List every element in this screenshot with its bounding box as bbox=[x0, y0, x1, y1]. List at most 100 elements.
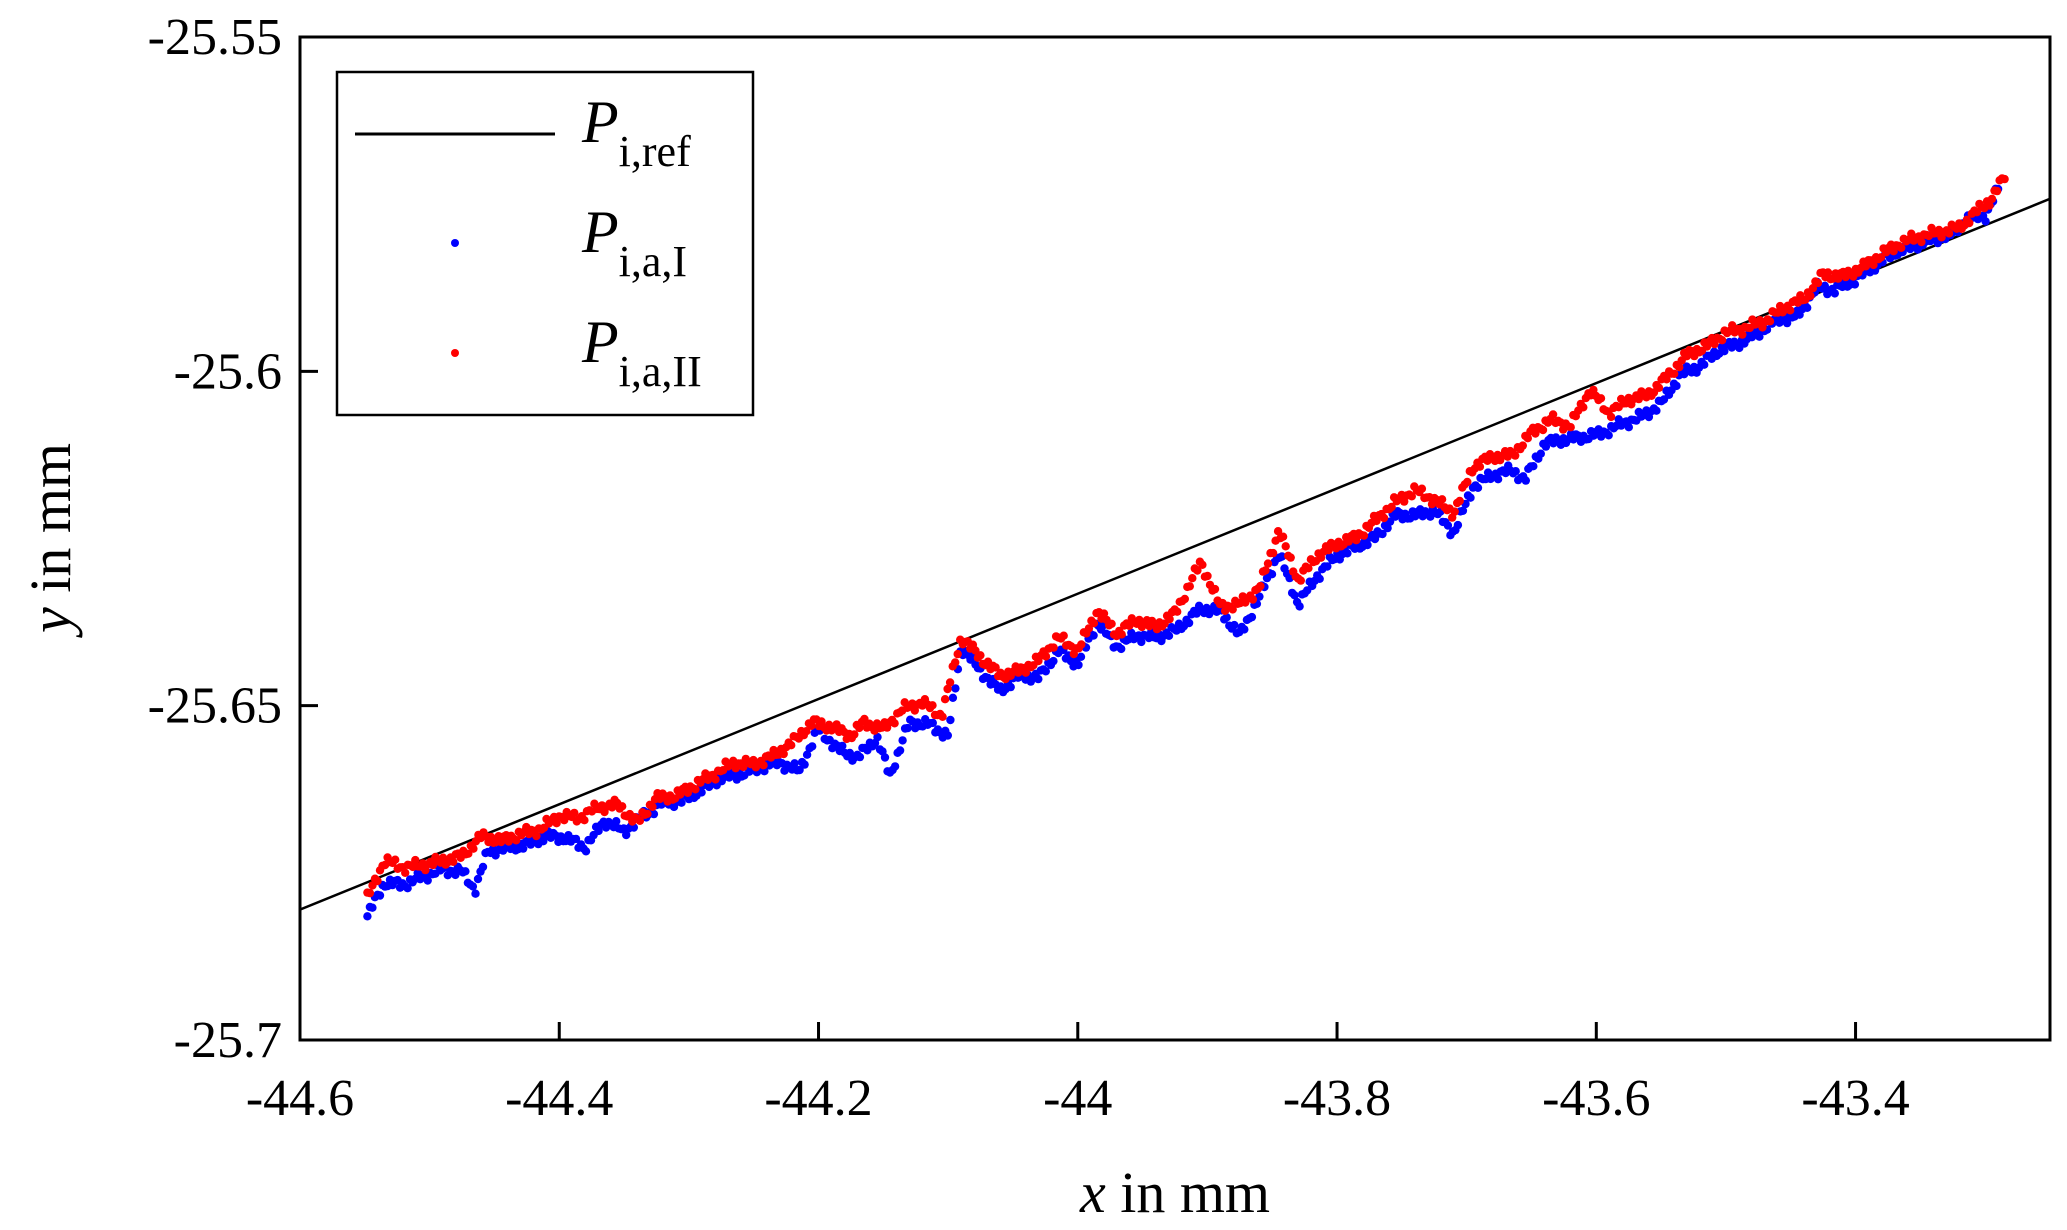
scatter-point-blue bbox=[403, 884, 412, 893]
scatter-point-red bbox=[890, 719, 899, 728]
scatter-point-blue bbox=[423, 876, 432, 885]
scatter-point-red bbox=[1304, 564, 1313, 573]
scatter-point-blue bbox=[795, 765, 804, 775]
scatter-point-blue bbox=[1255, 592, 1264, 601]
scatter-point-blue bbox=[1277, 552, 1287, 561]
scatter-point-red bbox=[711, 775, 720, 784]
scatter-point-red bbox=[1538, 425, 1548, 435]
y-tick-label: -25.6 bbox=[174, 343, 282, 400]
scatter-point-blue bbox=[461, 867, 470, 876]
scatter-point-red bbox=[1987, 194, 1997, 204]
scatter-point-red bbox=[1813, 278, 1823, 288]
legend-label-set2: Pi,a,II bbox=[581, 309, 702, 396]
scatter-point-blue bbox=[1290, 591, 1299, 600]
scatter-point-red bbox=[943, 684, 952, 694]
scatter-point-red bbox=[1738, 330, 1747, 339]
scatter-point-red bbox=[1523, 434, 1533, 443]
x-tick-label: -44.2 bbox=[764, 1070, 872, 1127]
scatter-point-red bbox=[532, 831, 541, 841]
scatter-point-blue bbox=[1383, 523, 1392, 533]
scatter-point-blue bbox=[1473, 483, 1483, 492]
scatter-point-red bbox=[580, 816, 589, 825]
scatter-point-red bbox=[373, 876, 382, 886]
scatter-point-red bbox=[1248, 595, 1258, 604]
scatter-point-blue bbox=[890, 762, 900, 771]
y-axis-title-unit: in mm bbox=[18, 443, 83, 607]
scatter-point-red bbox=[1180, 594, 1190, 604]
scatter-point-red bbox=[1606, 412, 1616, 422]
scatter-point-blue bbox=[1363, 540, 1372, 550]
scatter-point-red bbox=[1352, 536, 1361, 545]
scatter-point-blue bbox=[1240, 625, 1249, 634]
scatter-point-blue bbox=[1378, 529, 1387, 539]
scatter-point-blue bbox=[895, 746, 905, 755]
scatter-point-red bbox=[570, 808, 579, 818]
scatter-point-red bbox=[618, 802, 627, 811]
scatter-points-layer bbox=[363, 174, 2009, 921]
scatter-point-blue bbox=[1137, 637, 1146, 647]
scatter-point-red bbox=[1566, 423, 1575, 432]
scatter-point-red bbox=[1823, 268, 1833, 277]
scatter-point-red bbox=[648, 802, 657, 811]
scatter-point-red bbox=[928, 701, 937, 710]
scatter-point-red bbox=[1965, 218, 1974, 228]
scatter-point-red bbox=[1806, 291, 1815, 301]
scatter-point-blue bbox=[898, 736, 907, 745]
scatter-point-blue bbox=[1541, 442, 1551, 451]
scatter-point-blue bbox=[1672, 381, 1681, 391]
scatter-point-red bbox=[1021, 668, 1030, 677]
scatter-point-red bbox=[1261, 566, 1270, 575]
y-axis-title-var: y bbox=[18, 607, 83, 638]
scatter-point-red bbox=[1165, 614, 1174, 624]
scatter-point-red bbox=[1944, 229, 1954, 238]
scatter-point-blue bbox=[1443, 521, 1453, 530]
scatter-point-blue bbox=[368, 903, 377, 912]
scatter-point-blue bbox=[498, 846, 508, 855]
scatter-point-red bbox=[1359, 531, 1369, 540]
scatter-point-blue bbox=[471, 889, 480, 898]
y-axis-ticks: -25.55 -25.6 -25.65 -25.7 bbox=[148, 9, 318, 1069]
scatter-point-blue bbox=[363, 912, 372, 921]
scatter-point-red bbox=[691, 785, 700, 794]
scatter-point-blue bbox=[677, 798, 686, 807]
legend-marker-blue bbox=[451, 239, 459, 247]
scatter-point-blue bbox=[802, 750, 812, 759]
scatter-point-blue bbox=[473, 874, 483, 884]
scatter-point-red bbox=[449, 857, 458, 866]
scatter-point-red bbox=[1203, 571, 1212, 581]
legend: Pi,ref Pi,a,I Pi,a,II bbox=[335, 70, 755, 417]
x-tick-label: -43.4 bbox=[1801, 1070, 1909, 1127]
scatter-point-blue bbox=[1222, 613, 1231, 622]
scatter-point-red bbox=[643, 809, 652, 818]
scatter-point-red bbox=[1717, 336, 1727, 345]
scatter-point-blue bbox=[1511, 467, 1520, 476]
scatter-point-blue bbox=[1755, 332, 1764, 341]
legend-label-ref: Pi,ref bbox=[581, 89, 691, 176]
scatter-point-red bbox=[1675, 363, 1684, 372]
scatter-point-red bbox=[759, 761, 768, 770]
scatter-point-red bbox=[1808, 284, 1818, 293]
legend-label-set1: Pi,a,I bbox=[581, 199, 687, 286]
scatter-point-red bbox=[1099, 609, 1109, 618]
scatter-point-red bbox=[635, 816, 645, 825]
scatter-point-red bbox=[991, 663, 1000, 672]
scatter-point-blue bbox=[1803, 303, 1812, 312]
x-axis-title-var: x bbox=[1079, 1160, 1106, 1225]
scatter-point-blue bbox=[1466, 493, 1475, 502]
scatter-point-red bbox=[1273, 527, 1283, 536]
scatter-point-blue bbox=[1521, 476, 1531, 485]
y-axis-title: y in mm bbox=[18, 443, 83, 638]
scatter-point-blue bbox=[1529, 462, 1538, 471]
scatter-point-red bbox=[1193, 566, 1202, 575]
scatter-point-red bbox=[1041, 652, 1051, 661]
scatter-point-blue bbox=[903, 723, 912, 733]
scatter-point-blue bbox=[1006, 682, 1015, 692]
scatter-point-red bbox=[1437, 495, 1447, 504]
scatter-point-red bbox=[401, 868, 410, 877]
y-tick-label: -25.65 bbox=[148, 678, 282, 735]
scatter-point-blue bbox=[1295, 602, 1304, 611]
scatter-point-blue bbox=[1624, 423, 1634, 432]
scatter-point-blue bbox=[1453, 520, 1463, 530]
scatter-point-blue bbox=[649, 809, 659, 819]
scatter-point-blue bbox=[581, 847, 591, 856]
